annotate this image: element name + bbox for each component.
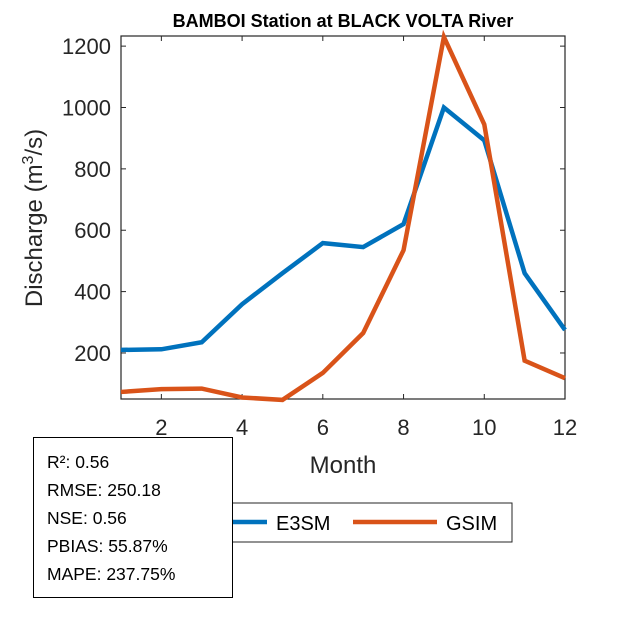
x-tick-label: 8 bbox=[397, 415, 409, 440]
y-axis-label-unit: /s) bbox=[21, 129, 48, 156]
y-tick-label: 800 bbox=[74, 157, 111, 182]
chart-title: BAMBOI Station at BLACK VOLTA River bbox=[173, 11, 514, 31]
series-layer bbox=[120, 29, 567, 403]
x-tick-label: 6 bbox=[317, 415, 329, 440]
series-line-gsim bbox=[120, 29, 566, 403]
legend-label-e3sm: E3SM bbox=[276, 513, 330, 535]
y-tick-label: 400 bbox=[74, 280, 111, 305]
tick-labels: 2 4 6 8 10 12 200 400 600 800 1000 1200 bbox=[62, 34, 577, 440]
stat-r2: R²: 0.56 bbox=[47, 452, 110, 472]
y-tick-label: 1200 bbox=[62, 34, 111, 59]
legend-box bbox=[231, 502, 513, 543]
x-tick-label: 10 bbox=[472, 415, 496, 440]
y-tick-label: 1000 bbox=[62, 95, 111, 120]
stat-pbias: PBIAS: 55.87% bbox=[47, 536, 168, 556]
y-axis-label-superscript: 3 bbox=[20, 155, 37, 164]
y-tick-label: 600 bbox=[74, 218, 111, 243]
x-tick-label: 2 bbox=[155, 415, 167, 440]
x-axis-label: Month bbox=[310, 452, 377, 479]
stat-mape: MAPE: 237.75% bbox=[47, 564, 176, 584]
stat-nse: NSE: 0.56 bbox=[47, 508, 127, 528]
y-axis-label: Discharge (m3/s) bbox=[20, 129, 48, 307]
legend-label-gsim: GSIM bbox=[446, 513, 497, 535]
x-tick-label: 12 bbox=[553, 415, 577, 440]
y-axis-label-main: Discharge (m bbox=[21, 164, 48, 307]
x-tick-label: 4 bbox=[236, 415, 248, 440]
statistics-annotation-box: R²: 0.56 RMSE: 250.18 NSE: 0.56 PBIAS: 5… bbox=[33, 437, 233, 598]
axes-box bbox=[120, 35, 566, 400]
series-line-e3sm bbox=[120, 103, 567, 353]
stat-rmse: RMSE: 250.18 bbox=[47, 480, 161, 500]
y-tick-label: 200 bbox=[74, 341, 111, 366]
legend: E3SM GSIM bbox=[212, 502, 513, 543]
